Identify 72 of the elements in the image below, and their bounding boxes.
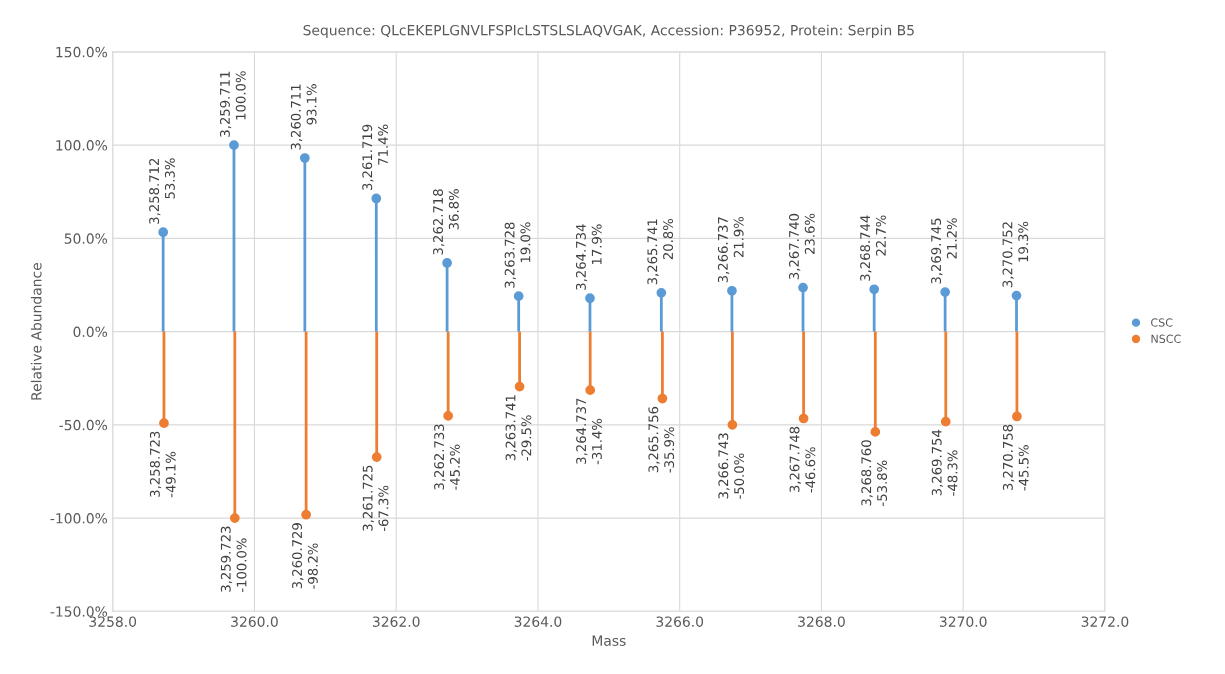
- data-label: 3,260.729 -98.2%: [292, 523, 318, 589]
- point: [585, 385, 596, 396]
- point: [798, 413, 809, 424]
- point: [869, 284, 880, 295]
- point: [870, 427, 881, 437]
- point: [656, 287, 667, 298]
- data-label: 3,270.758 -45.5%: [1002, 424, 1029, 491]
- x-tick-label: 3262.0: [372, 616, 420, 627]
- y-tick-label: 100.0%: [56, 140, 108, 151]
- data-label: 3,264.737 -31.4%: [576, 398, 602, 465]
- data-label: 3,264.734 17.9%: [575, 224, 602, 290]
- point: [657, 393, 668, 404]
- point: [727, 285, 737, 296]
- chart-title: Sequence: QLcEKEPLGNVLFSPIcLSTSLSLAQVGAK, Accession: P36952, Protein: Serpin B5: [303, 24, 914, 39]
- data-label: 3,268.760 -53.8%: [861, 440, 888, 506]
- point: [371, 452, 382, 462]
- point: [1012, 411, 1022, 422]
- data-label: 3,268.744 22.7%: [860, 215, 886, 281]
- x-axis-title: Mass: [592, 635, 626, 646]
- data-label: 3,269.745 21.2%: [931, 218, 957, 284]
- data-label: 3,259.723 -100.0%: [220, 526, 247, 593]
- data-label: 3,258.723 -49.1%: [149, 431, 176, 498]
- point: [371, 193, 382, 204]
- point: [443, 411, 454, 421]
- point: [301, 509, 311, 520]
- legend-label: NSCC: [1151, 334, 1181, 343]
- x-tick-label: 3258.0: [89, 616, 137, 627]
- data-label: 3,263.728 19.0%: [504, 222, 531, 288]
- point: [229, 513, 240, 523]
- y-tick-label: 50.0%: [64, 233, 108, 244]
- data-label: 3,266.743 -50.0%: [718, 433, 745, 499]
- x-tick-label: 3272.0: [1081, 616, 1129, 627]
- point: [229, 140, 239, 150]
- x-tick-label: 3268.0: [798, 616, 845, 627]
- x-tick-label: 3260.0: [231, 616, 278, 627]
- y-tick-label: -150.0%: [50, 606, 108, 617]
- point: [299, 153, 310, 163]
- point: [727, 419, 738, 430]
- data-label: 3,263.741 -29.5%: [505, 395, 532, 461]
- y-tick-label: 0.0%: [73, 326, 108, 338]
- data-label: 3,260.711 93.1%: [290, 84, 317, 150]
- point: [514, 381, 525, 392]
- x-tick-label: 3266.0: [656, 616, 704, 627]
- data-label: 3,265.756 -35.9%: [648, 406, 675, 473]
- data-label: 3,261.719 71.4%: [362, 124, 388, 190]
- point: [1011, 290, 1022, 301]
- data-label: 3,261.725 -67.3%: [362, 465, 389, 532]
- data-label: 3,269.754 -48.3%: [931, 429, 958, 496]
- legend-label: CSC: [1151, 318, 1173, 327]
- y-tick-label: 150.0%: [56, 46, 108, 58]
- data-label: 3,267.740 23.6%: [788, 213, 815, 280]
- data-label: 3,265.741 20.8%: [647, 218, 674, 285]
- point: [442, 258, 452, 268]
- data-label: 3,262.733 -45.2%: [434, 424, 460, 490]
- point: [585, 293, 595, 304]
- point: [159, 418, 169, 429]
- data-label: 3,259.711 100.0%: [219, 71, 246, 137]
- y-axis-title: Relative Abundance: [30, 263, 42, 400]
- x-tick-label: 3264.0: [514, 616, 562, 627]
- point: [158, 227, 169, 238]
- data-label: 3,267.748 -46.6%: [789, 426, 816, 493]
- data-label: 3,258.712 53.3%: [149, 158, 175, 224]
- point: [513, 291, 524, 302]
- point: [798, 282, 808, 293]
- y-tick-label: -50.0%: [59, 419, 108, 431]
- point: [940, 287, 950, 297]
- point: [940, 416, 951, 427]
- data-label: 3,266.737 21.9%: [717, 216, 744, 283]
- data-label: 3,262.718 36.8%: [433, 189, 459, 255]
- x-tick-label: 3270.0: [939, 616, 987, 627]
- y-tick-label: -100.0%: [50, 513, 108, 524]
- data-label: 3,270.752 19.3%: [1002, 221, 1029, 288]
